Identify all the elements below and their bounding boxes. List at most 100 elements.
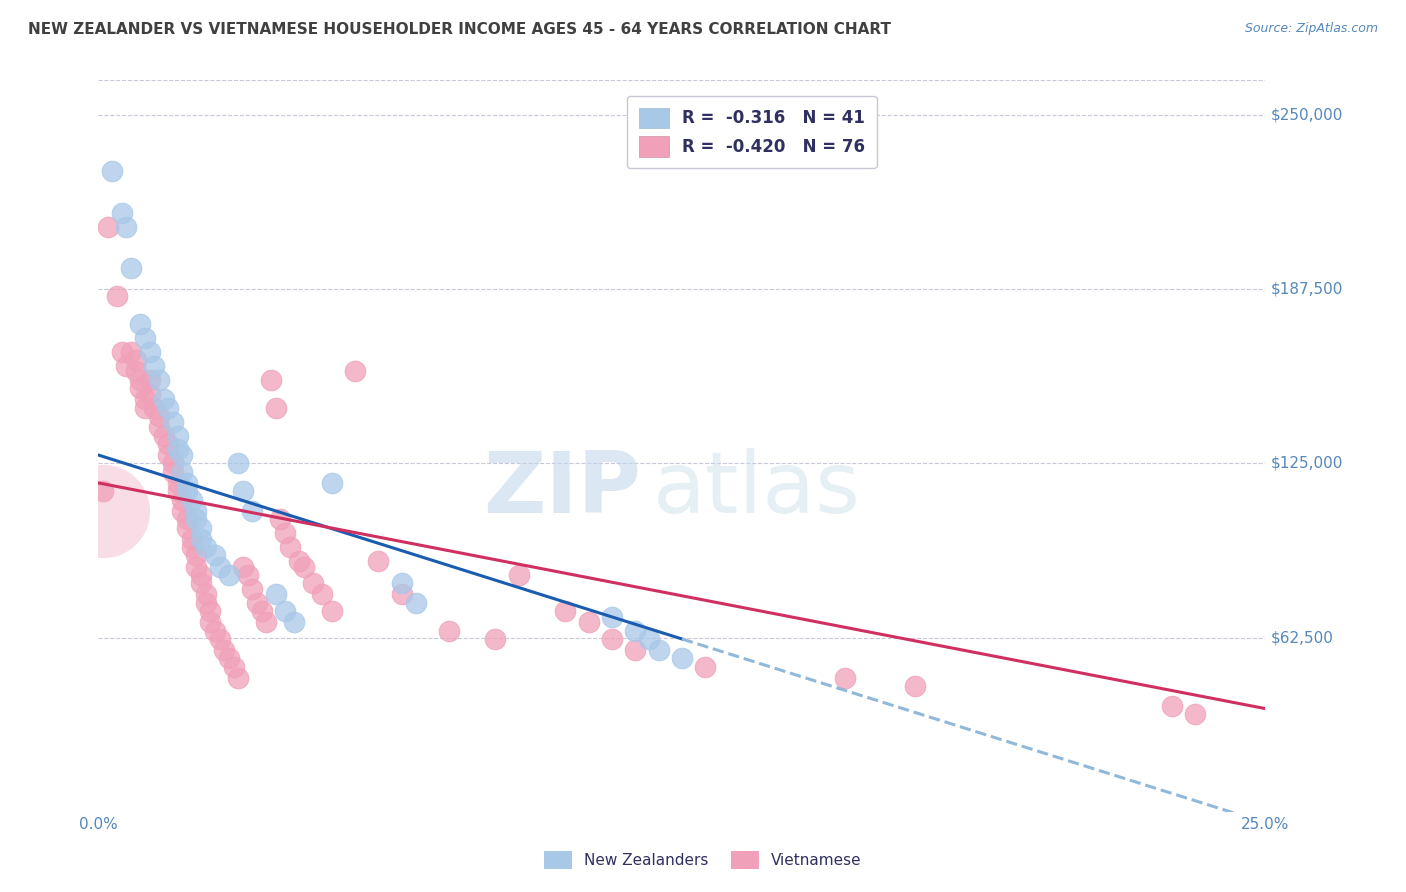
Legend: R =  -0.316   N = 41, R =  -0.420   N = 76: R = -0.316 N = 41, R = -0.420 N = 76: [627, 96, 877, 169]
Point: [143, 401, 166, 415]
Point: [242, 582, 264, 596]
Point: [139, 373, 162, 387]
Point: [600, 632, 623, 646]
Point: [120, 261, 142, 276]
Point: [302, 576, 325, 591]
Point: [311, 587, 333, 601]
Point: [111, 205, 134, 219]
Point: [129, 373, 152, 387]
Point: [274, 604, 297, 618]
Point: [278, 540, 301, 554]
Point: [218, 651, 240, 665]
Point: [134, 401, 156, 415]
Point: [172, 492, 194, 507]
Point: [288, 554, 311, 568]
Text: $250,000: $250,000: [1271, 108, 1344, 122]
Point: [214, 643, 236, 657]
Point: [437, 624, 460, 638]
Point: [232, 484, 254, 499]
Point: [260, 373, 283, 387]
Point: [166, 428, 188, 442]
Point: [250, 604, 273, 618]
Point: [200, 604, 222, 618]
Legend: New Zealanders, Vietnamese: New Zealanders, Vietnamese: [538, 845, 868, 875]
Point: [166, 484, 188, 499]
Point: [242, 504, 264, 518]
Point: [904, 679, 927, 693]
Point: [176, 475, 198, 490]
Point: [157, 448, 180, 462]
Point: [391, 587, 413, 601]
Point: [115, 359, 138, 373]
Point: [162, 415, 184, 429]
Point: [194, 540, 217, 554]
Point: [134, 392, 156, 407]
Point: [115, 219, 138, 234]
Point: [139, 386, 162, 401]
Point: [222, 660, 245, 674]
Text: Source: ZipAtlas.com: Source: ZipAtlas.com: [1244, 22, 1378, 36]
Point: [134, 331, 156, 345]
Point: [162, 465, 184, 479]
Point: [180, 540, 202, 554]
Point: [578, 615, 600, 630]
Point: [671, 651, 693, 665]
Point: [101, 164, 124, 178]
Point: [236, 567, 259, 582]
Point: [139, 345, 162, 359]
Point: [129, 381, 152, 395]
Point: [125, 353, 148, 368]
Point: [97, 219, 120, 234]
Point: [120, 345, 142, 359]
Point: [405, 596, 427, 610]
Point: [269, 512, 291, 526]
Point: [190, 576, 212, 591]
Point: [186, 559, 208, 574]
Point: [228, 457, 250, 471]
Text: $187,500: $187,500: [1271, 282, 1344, 297]
Point: [186, 512, 208, 526]
Point: [180, 532, 202, 546]
Point: [204, 549, 226, 563]
Point: [208, 559, 231, 574]
Point: [695, 660, 717, 674]
Point: [508, 567, 530, 582]
Point: [190, 567, 212, 582]
Point: [186, 504, 208, 518]
Point: [190, 532, 212, 546]
Point: [624, 624, 647, 638]
Point: [129, 317, 152, 331]
Point: [166, 442, 188, 457]
Point: [111, 345, 134, 359]
Point: [321, 604, 343, 618]
Point: [176, 520, 198, 534]
Point: [176, 512, 198, 526]
Point: [292, 559, 315, 574]
Point: [91, 484, 114, 499]
Point: [367, 554, 389, 568]
Text: ZIP: ZIP: [484, 449, 641, 532]
Point: [204, 624, 226, 638]
Point: [105, 289, 128, 303]
Point: [321, 475, 343, 490]
Point: [91, 504, 114, 518]
Point: [484, 632, 506, 646]
Point: [148, 420, 170, 434]
Point: [624, 643, 647, 657]
Point: [194, 596, 217, 610]
Point: [554, 604, 576, 618]
Point: [1184, 707, 1206, 722]
Point: [246, 596, 269, 610]
Point: [647, 643, 669, 657]
Point: [391, 576, 413, 591]
Point: [143, 359, 166, 373]
Point: [190, 520, 212, 534]
Point: [218, 567, 240, 582]
Point: [256, 615, 278, 630]
Point: [834, 671, 856, 685]
Point: [148, 409, 170, 423]
Point: [283, 615, 305, 630]
Point: [148, 373, 170, 387]
Point: [152, 428, 174, 442]
Point: [176, 484, 198, 499]
